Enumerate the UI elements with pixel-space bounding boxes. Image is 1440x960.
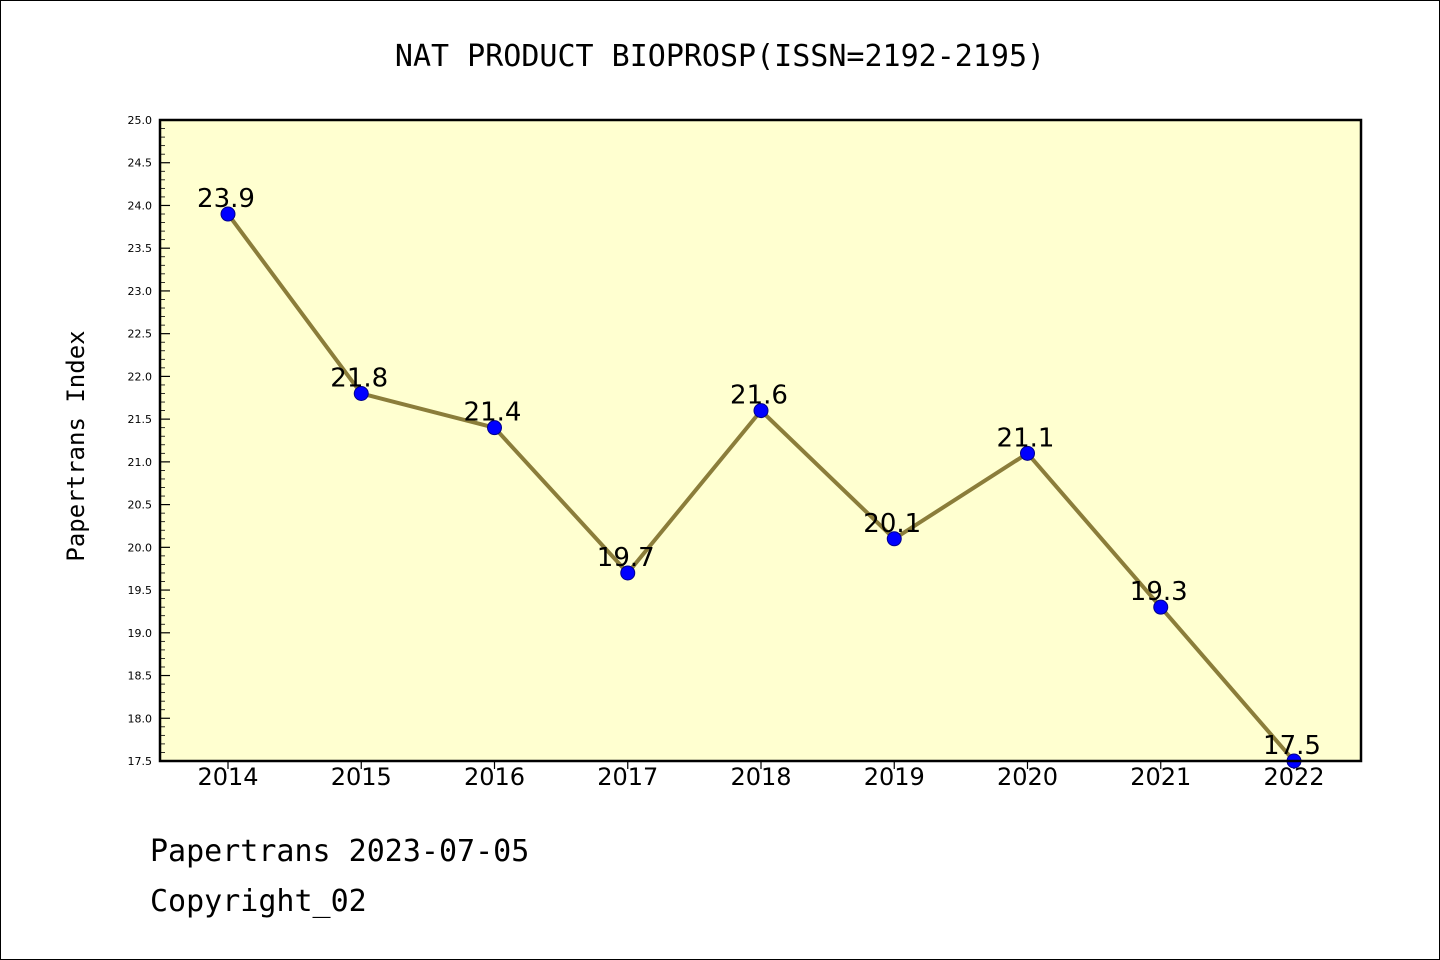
data-label: 21.1 — [997, 423, 1055, 453]
plot-border — [158, 118, 1363, 763]
y-tick-label: 19.0 — [128, 627, 153, 640]
data-point — [1153, 599, 1169, 615]
y-tick-label: 25.0 — [128, 114, 153, 127]
data-label: 20.1 — [863, 509, 921, 539]
y-tick-label: 19.5 — [128, 584, 153, 597]
y-tick-label: 17.5 — [128, 755, 153, 768]
y-tick-label: 21.0 — [128, 456, 153, 469]
x-tick-label: 2016 — [464, 763, 525, 791]
data-point — [886, 531, 902, 547]
x-tick-label: 2018 — [730, 763, 791, 791]
y-tick-label: 18.0 — [128, 712, 153, 725]
y-tick-label: 24.0 — [128, 199, 153, 212]
data-label: 21.8 — [330, 363, 388, 393]
x-tick-label: 2020 — [997, 763, 1058, 791]
data-label: 17.5 — [1263, 731, 1321, 761]
chart-title: NAT PRODUCT BIOPROSP(ISSN=2192-2195) — [395, 39, 1045, 74]
footer-date: Papertrans 2023-07-05 — [150, 834, 530, 869]
y-tick-label: 18.5 — [128, 670, 153, 683]
data-point — [753, 403, 769, 419]
y-tick-label: 23.0 — [128, 285, 153, 298]
series-layer: 23.9 21.8 21.4 19.7 21.6 20.1 21.1 19.3 17.5 — [197, 184, 1321, 769]
data-point — [353, 385, 369, 401]
x-tick-label: 2017 — [597, 763, 658, 791]
data-point — [620, 565, 636, 581]
plot-area — [160, 120, 1361, 761]
footer-copyright: Copyright_02 — [150, 884, 367, 919]
x-tick-label: 2014 — [197, 763, 258, 791]
y-tick-label: 21.5 — [128, 413, 153, 426]
data-point — [487, 420, 502, 436]
data-label: 19.3 — [1130, 577, 1188, 607]
y-tick-label: 20.5 — [128, 499, 153, 512]
data-point — [220, 206, 236, 222]
x-axis: 2014 2015 2016 2017 2018 2019 2020 2021 2022 — [197, 761, 1325, 791]
data-label: 21.4 — [464, 398, 522, 428]
x-tick-label: 2015 — [331, 763, 392, 791]
y-tick-label: 23.5 — [128, 242, 153, 255]
data-label: 19.7 — [597, 543, 655, 573]
y-axis-label: Papertrans Index — [62, 330, 90, 561]
data-label: 23.9 — [197, 184, 255, 214]
data-point — [1020, 445, 1035, 461]
y-tick-label: 20.0 — [128, 541, 153, 554]
y-axis: 17.5 18.0 18.5 19.0 19.5 20.0 20.5 21.0 21.5 22.0… — [128, 114, 170, 768]
x-tick-label: 2021 — [1130, 763, 1191, 791]
x-tick-label: 2019 — [864, 763, 925, 791]
y-tick-label: 22.0 — [128, 370, 153, 383]
y-tick-label: 24.5 — [128, 157, 153, 170]
data-label: 21.6 — [730, 381, 788, 411]
y-tick-label: 22.5 — [128, 328, 153, 341]
